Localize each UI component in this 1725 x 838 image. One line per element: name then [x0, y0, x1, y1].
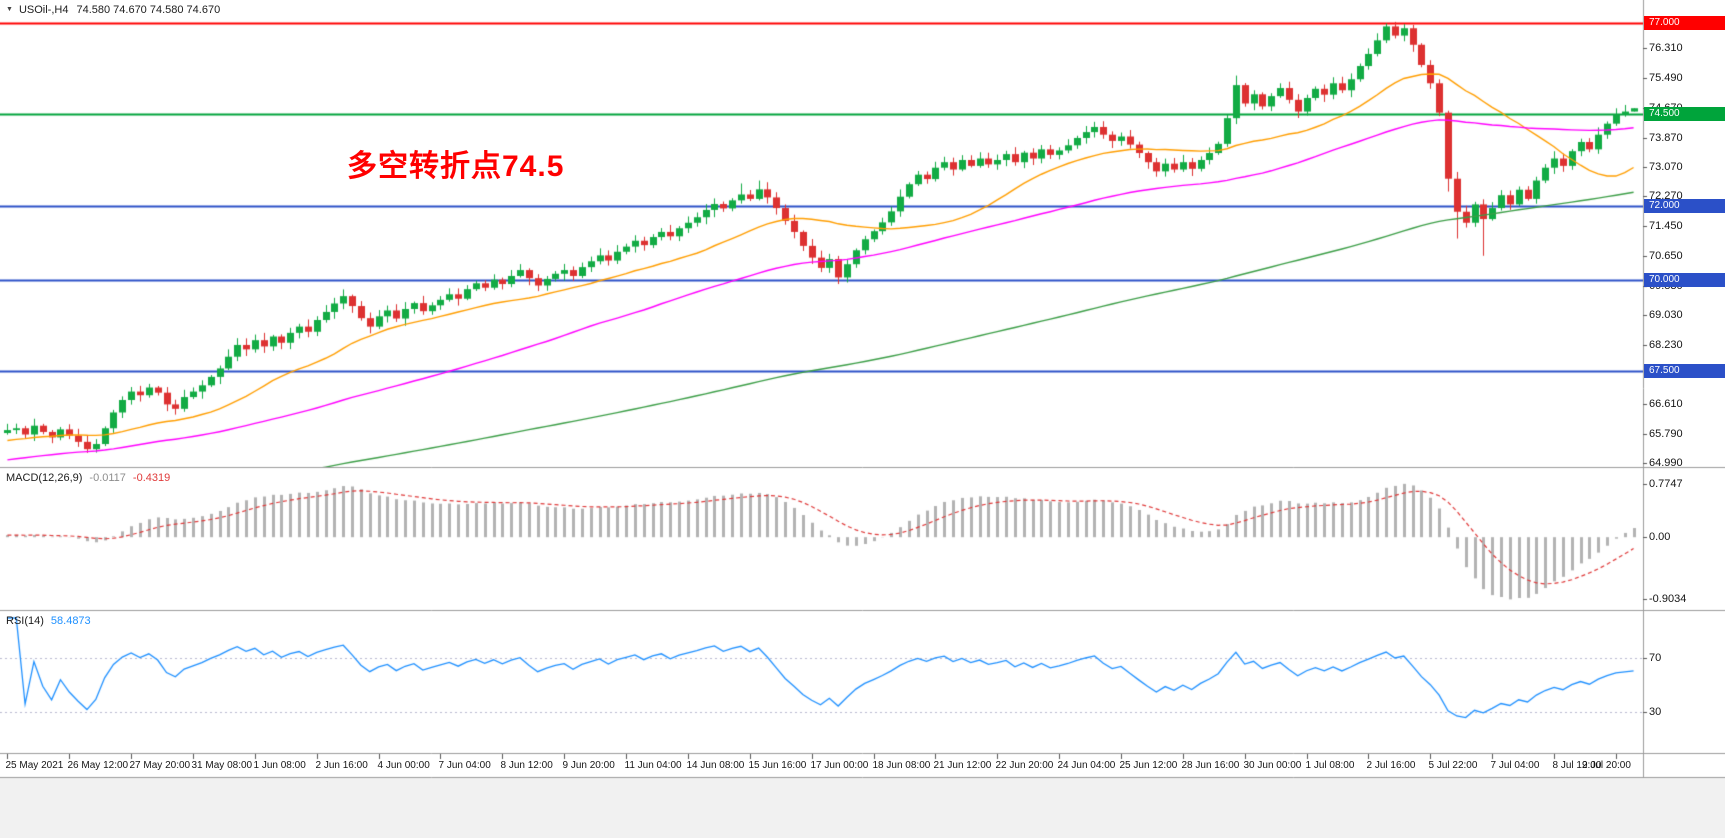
macd-indicator-label: MACD(12,26,9) -0.0117 -0.4319	[6, 472, 170, 484]
rsi-indicator-label: RSI(14) 58.4873	[6, 615, 91, 627]
macd-name: MACD(12,26,9)	[6, 472, 83, 484]
ohlc-readout: 74.580 74.670 74.580 74.670	[76, 3, 221, 16]
macd-signal-value: -0.4319	[132, 472, 171, 484]
macd-main-value: -0.0117	[89, 472, 126, 484]
rsi-name: RSI(14)	[6, 615, 44, 627]
symbol-timeframe-label: USOil-,H4	[18, 3, 69, 16]
chart-header: ▼ USOil-,H4 74.580 74.670 74.580 74.670	[6, 3, 220, 16]
expand-triangle-icon[interactable]: ▼	[6, 6, 13, 13]
pivot-annotation-text[interactable]: 多空转折点74.5	[347, 150, 565, 183]
rsi-value: 58.4873	[50, 615, 91, 627]
